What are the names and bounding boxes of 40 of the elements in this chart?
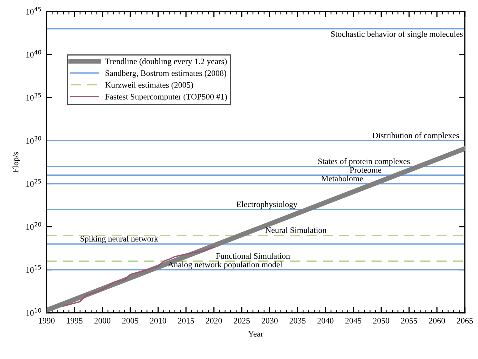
annotation: Spiking neural network — [80, 236, 158, 244]
x-tick-label: 1990 — [39, 318, 55, 324]
x-tick-label: 2025 — [234, 318, 250, 324]
legend-label: Trendline (doubling every 1.2 years) — [105, 58, 227, 66]
x-tick-label: 2060 — [429, 318, 446, 324]
annotation: Proteome — [350, 167, 382, 173]
annotation: Neural Simulation — [266, 227, 327, 234]
x-tick-label: 2050 — [373, 318, 390, 324]
annotation: Distribution of complexes — [372, 132, 460, 140]
y-tick-label: 10$^{30}$ — [26, 136, 42, 144]
x-tick-label: 2020 — [206, 318, 222, 324]
y-tick-label: 10$^{20}$ — [26, 222, 42, 230]
y-tick-label: 10$^{25}$ — [26, 179, 42, 187]
y-axis-title: Flop/s — [12, 152, 20, 173]
y-tick-label: 10$^{15}$ — [26, 265, 42, 273]
x-tick-label: 2015 — [178, 318, 194, 324]
y-tick-label: 10$^{40}$ — [26, 50, 42, 58]
x-tick-label: 2010 — [150, 318, 166, 324]
x-tick-label: 2030 — [262, 318, 278, 324]
x-tick-label: 2065 — [457, 318, 474, 324]
y-tick-label: 10$^{10}$ — [26, 308, 42, 316]
annotation: Analog network population model — [168, 262, 282, 270]
x-tick-label: 2035 — [290, 318, 306, 324]
legend-label: Fastest Supercomputer (TOP500 #1) — [105, 94, 228, 102]
x-tick-label: 2005 — [122, 318, 138, 324]
x-tick-label: 2000 — [94, 318, 111, 324]
x-tick-label: 2055 — [401, 318, 418, 324]
legend-label: Kurzweil estimates (2005) — [105, 82, 194, 90]
x-axis-title: Year — [248, 331, 264, 337]
legend-label: Sandberg, Bostrom estimates (2008) — [106, 70, 226, 78]
x-tick-label: 1995 — [67, 318, 83, 324]
annotation: States of protein complexes — [318, 158, 410, 166]
annotation: Electrophysiology — [236, 202, 298, 210]
y-tick-label: 10$^{35}$ — [26, 93, 42, 101]
annotation: Stochastic behavior of single molecules — [331, 31, 463, 39]
x-tick-label: 2040 — [318, 318, 334, 324]
annotation: Functional Simulation — [216, 253, 290, 260]
x-tick-label: 2045 — [346, 318, 362, 324]
annotation: Metabolome — [322, 176, 364, 182]
y-tick-label: 10$^{45}$ — [26, 7, 42, 15]
